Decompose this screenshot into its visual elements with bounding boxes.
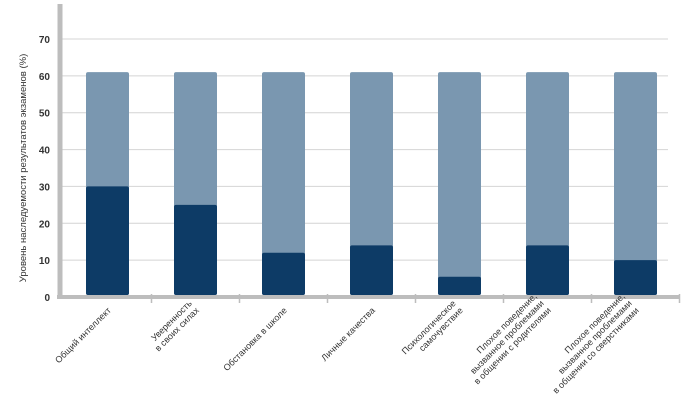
y-tick-label: 60 bbox=[39, 72, 51, 83]
bar-total bbox=[262, 72, 305, 296]
x-tick-label: Плохое поведение,вызванное проблемамив о… bbox=[458, 291, 553, 386]
y-tick-label: 30 bbox=[39, 182, 51, 193]
x-tick-label: Обстановка в школе bbox=[221, 305, 289, 373]
y-tick-label: 70 bbox=[39, 35, 51, 46]
y-tick-label: 50 bbox=[39, 109, 51, 120]
bar-total bbox=[526, 72, 569, 296]
bar-total bbox=[438, 72, 481, 296]
x-tick-label-line: Общий интеллект bbox=[53, 305, 113, 365]
bar-component bbox=[350, 245, 393, 295]
x-tick-label: Общий интеллект bbox=[53, 305, 113, 365]
x-tick-label: Плохое поведение,вызванное проблемамив о… bbox=[537, 291, 641, 395]
y-tick-label: 0 bbox=[44, 293, 50, 304]
x-tick-label: Личные качества bbox=[319, 305, 377, 363]
bar-component bbox=[526, 245, 569, 295]
bar-total bbox=[350, 72, 393, 296]
bar-total bbox=[614, 72, 657, 296]
bar-component bbox=[614, 260, 657, 295]
y-axis-label: Уровень наследуемости результатов экзаме… bbox=[18, 54, 29, 282]
x-tick-label-line: вызванное проблемами bbox=[468, 298, 546, 376]
bar-component bbox=[174, 204, 217, 295]
x-tick-label-line: Личные качества bbox=[319, 305, 377, 363]
bar-component bbox=[262, 252, 305, 295]
bar-component bbox=[438, 276, 481, 295]
y-tick-label: 20 bbox=[39, 219, 51, 230]
x-tick-label: Уверенностьв своих силах bbox=[146, 298, 201, 353]
x-tick-label-line: вызванное проблемами bbox=[556, 298, 634, 376]
x-tick-label: Психологическоесамочувствие bbox=[400, 298, 465, 363]
y-tick-label: 40 bbox=[39, 146, 51, 157]
x-tick-label-line: Обстановка в школе bbox=[221, 305, 289, 373]
y-tick-label: 10 bbox=[39, 256, 51, 267]
bar-component bbox=[86, 186, 129, 295]
